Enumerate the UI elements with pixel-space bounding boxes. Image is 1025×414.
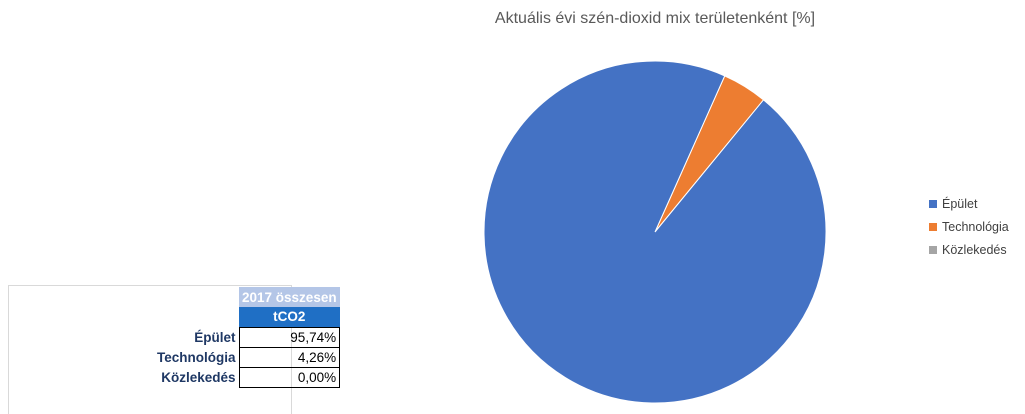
table-header-row-unit: tCO2 [154, 307, 340, 327]
legend-label: Technológia [942, 219, 1009, 234]
row-value-kozlekedes[interactable]: 0,00% [238, 366, 341, 388]
table-row: Közlekedés 0,00% [154, 366, 341, 388]
legend-swatch [929, 199, 937, 208]
co2-summary-table: 2017 összesen tCO2 Épület 95,74% Technol… [154, 287, 341, 388]
legend-item[interactable]: Épület [929, 192, 1009, 215]
row-value-technologia[interactable]: 4,26% [238, 346, 341, 368]
row-label-kozlekedes: Közlekedés [161, 369, 236, 385]
chart-title: Aktuális évi szén-dioxid mix területenké… [494, 10, 816, 27]
legend-label: Épület [942, 196, 978, 211]
pie-chart [483, 60, 827, 404]
row-value-epulet[interactable]: 95,74% [238, 326, 341, 348]
row-label-technologia: Technológia [157, 349, 236, 365]
table-row: Épület 95,74% [154, 326, 341, 348]
chart-legend: Épület Technológia Közlekedés [929, 192, 1009, 261]
pie-slice-0[interactable] [483, 60, 827, 404]
header-unit-cell: tCO2 [239, 307, 340, 327]
table-row: Technológia 4,26% [154, 346, 341, 368]
header-year-cell: 2017 összesen [239, 287, 340, 307]
legend-item[interactable]: Közlekedés [929, 238, 1009, 261]
legend-label: Közlekedés [942, 242, 1007, 257]
data-table-panel: 2017 összesen tCO2 Épület 95,74% Technol… [8, 285, 341, 414]
legend-item[interactable]: Technológia [929, 215, 1009, 238]
row-label-epulet: Épület [194, 329, 236, 345]
legend-swatch [929, 222, 937, 231]
table-header-row-year: 2017 összesen [154, 287, 340, 307]
legend-swatch [929, 245, 937, 254]
